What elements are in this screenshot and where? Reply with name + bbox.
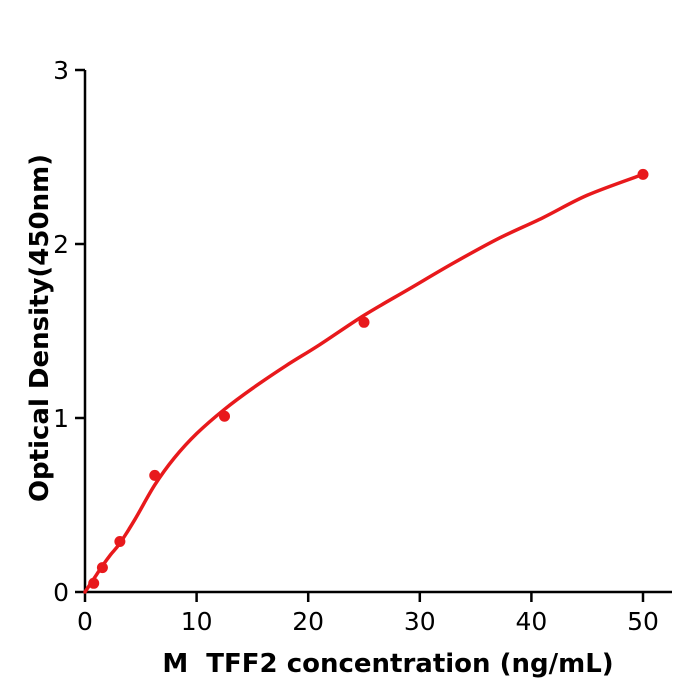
- x-tick-label: 0: [77, 607, 93, 636]
- x-tick-label: 40: [515, 607, 547, 636]
- y-tick-label: 0: [53, 578, 69, 607]
- y-tick-label: 2: [53, 230, 69, 259]
- fit-curve: [83, 172, 645, 594]
- data-point: [219, 410, 230, 422]
- x-tick-label: 10: [181, 607, 213, 636]
- y-tick-label: 1: [53, 404, 69, 433]
- y-tick-label: 3: [53, 56, 69, 85]
- data-point: [149, 469, 161, 481]
- data-point: [637, 168, 649, 180]
- x-tick-label: 30: [404, 607, 436, 636]
- data-point: [88, 577, 100, 589]
- x-axis-title: M TFF2 concentration (ng/mL): [162, 649, 613, 679]
- plot-area: 0 10 20 30 40 50 0 1 2 3: [53, 56, 672, 636]
- x-tick-label: 50: [627, 607, 659, 636]
- x-tick-label: 20: [292, 607, 324, 636]
- y-axis-title: Optical Density(450nm): [25, 154, 55, 502]
- data-point: [358, 316, 370, 328]
- data-point: [96, 562, 108, 574]
- data-point: [114, 536, 126, 548]
